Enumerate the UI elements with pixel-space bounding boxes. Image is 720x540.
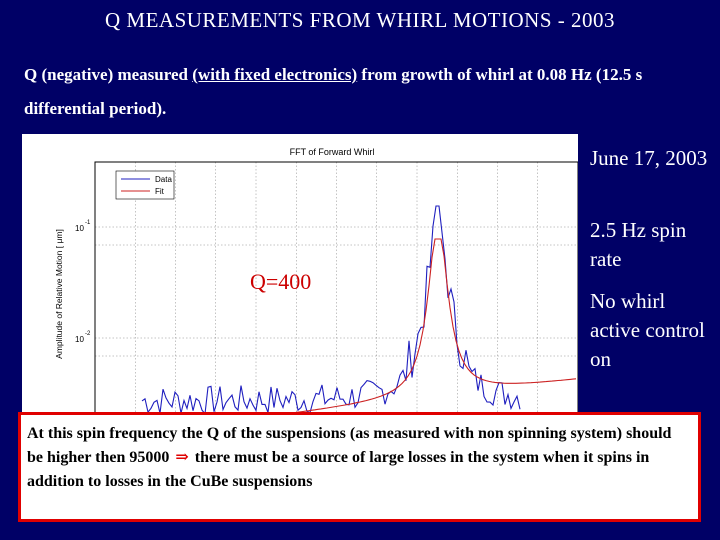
y-tick-label-2: 10 [75, 335, 84, 344]
legend-fit-label: Fit [155, 187, 165, 196]
y-tick-exponent-2: -2 [85, 331, 91, 337]
side-note-date: June 17, 2003 [590, 146, 708, 170]
y-axis-label: Amplitude of Relative Motion [ μm] [54, 229, 64, 359]
slide-subtitle: Q (negative) measured (with fixed electr… [24, 58, 714, 126]
conclusion-note-box: At this spin frequency the Q of the susp… [18, 412, 701, 522]
slide-title: Q MEASUREMENTS FROM WHIRL MOTIONS - 2003 [104, 8, 616, 32]
note-text-end: there must be a source of large losses i… [27, 449, 650, 490]
subtitle-text-start: Q (negative) measured [24, 65, 193, 84]
chart-plot-frame [94, 161, 578, 419]
subtitle-text-end: from growth of whirl at 0.08 Hz (12.5 s … [24, 65, 643, 118]
y-tick-exponent-1: -1 [85, 220, 91, 226]
chart-legend: Data Fit [115, 170, 175, 200]
y-tick-label-1: 10 [75, 224, 84, 233]
fit-series-line [251, 238, 577, 419]
legend-box [115, 170, 175, 200]
chart-grid [95, 162, 578, 419]
subtitle-underlined-text: (with fixed electronics) [192, 65, 358, 84]
data-series-line [141, 205, 521, 416]
chart-title: FFT of Forward Whirl [290, 147, 375, 157]
fft-chart: FFT of Forward Whirl Amplitude of Relati… [22, 134, 578, 419]
implies-arrow-icon: ⇒ [175, 449, 189, 466]
fft-chart-svg: FFT of Forward Whirl Amplitude of Relati… [54, 147, 578, 419]
legend-data-label: Data [155, 175, 172, 184]
note-text-start: At this spin frequency the Q of the susp… [27, 425, 672, 466]
side-note-spin-rate: 2.5 Hz spin rate [590, 218, 687, 271]
side-note-control: No whirl active control on [590, 289, 705, 371]
q-value-annotation: Q=400 [250, 269, 311, 294]
